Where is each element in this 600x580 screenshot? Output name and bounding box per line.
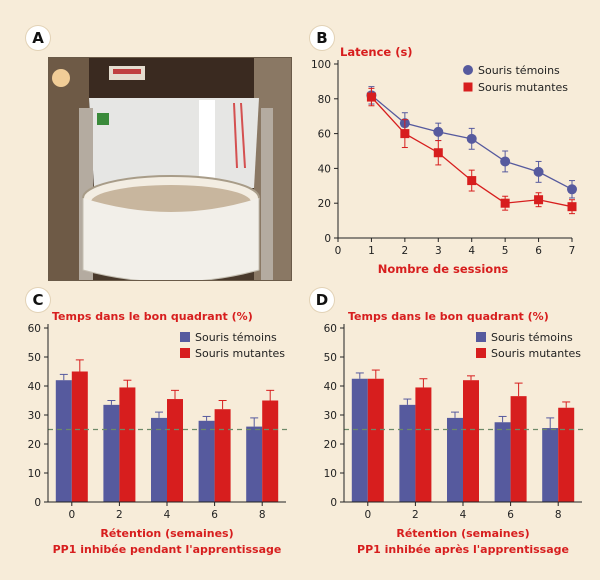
chart-b-legend-marker-mutant [463, 82, 473, 92]
chart-b-point-mutant [500, 198, 510, 208]
chart-c-y-tick-label: 40 [28, 381, 41, 393]
chart-b-title: Latence (s) [340, 45, 413, 59]
chart-d-bar-control [399, 404, 416, 502]
chart-c-x-label: Rétention (semaines) [100, 527, 233, 540]
chart-c-x-tick-label: 4 [164, 509, 171, 521]
chart-c-y-tick-label: 30 [28, 410, 41, 422]
chart-b-x-tick-label: 1 [368, 245, 375, 257]
chart-d-bar-control [494, 422, 511, 502]
chart-c-y-tick-label: 20 [28, 439, 41, 451]
chart-d-legend-marker-control [476, 332, 486, 342]
chart-d-y-tick-label: 0 [330, 497, 337, 509]
chart-d-bar-control [351, 378, 368, 502]
chart-d-bar-mutant [510, 396, 527, 502]
panel-d-letter: D [310, 288, 334, 312]
chart-b-legend-label-mutant: Souris mutantes [478, 81, 568, 94]
chart-d-bar-mutant [415, 387, 432, 502]
chart-c-y-tick-label: 10 [28, 468, 41, 480]
chart-b-x-tick-label: 0 [335, 245, 342, 257]
water-maze-illustration [49, 58, 291, 280]
panel-b-letter: B [310, 26, 334, 50]
panel-c-letter: C [26, 288, 50, 312]
chart-b-x-tick-label: 4 [468, 245, 475, 257]
chart-d-y-tick-label: 10 [324, 468, 337, 480]
chart-c-legend-label-control: Souris témoins [195, 331, 277, 344]
chart-b-x-label: Nombre de sessions [378, 262, 509, 276]
chart-b-point-mutant [467, 176, 477, 186]
chart-c-title: Temps dans le bon quadrant (%) [52, 310, 253, 323]
chart-d-y-tick-label: 50 [324, 352, 337, 364]
chart-c-bar-control [55, 380, 72, 502]
chart-d-x-tick-label: 6 [507, 509, 514, 521]
chart-b-point-mutant [433, 148, 443, 158]
chart-c-bar-control [198, 420, 215, 502]
chart-d-bar-mutant [367, 378, 384, 502]
chart-b-x-tick-label: 6 [535, 245, 542, 257]
chart-c-legend-label-mutant: Souris mutantes [195, 347, 285, 360]
chart-b-point-control [500, 156, 511, 167]
chart-c-legend-marker-mutant [180, 348, 190, 358]
chart-c-bar-control [151, 417, 167, 502]
chart-d-bar-mutant [558, 407, 575, 502]
chart-d-bar-mutant [463, 380, 479, 502]
chart-d-bar-control [542, 428, 559, 502]
chart-b-x-tick-label: 2 [402, 245, 409, 257]
chart-c-y-tick-label: 0 [34, 497, 41, 509]
chart-b-point-mutant [567, 202, 577, 212]
chart-b-point-control [466, 133, 477, 144]
chart-c-x-tick-label: 2 [116, 509, 123, 521]
chart-d-subtitle: PP1 inhibée après l'apprentissage [357, 543, 569, 556]
chart-c-legend-marker-control [180, 332, 190, 342]
chart-c-bar-mutant [119, 387, 136, 502]
chart-c-bar-mutant [167, 399, 183, 502]
chart-c-x-tick-label: 8 [259, 509, 266, 521]
panel-a-letter: A [26, 26, 50, 50]
chart-b-legend-marker-control [463, 65, 473, 75]
chart-c-bar-mutant [262, 400, 279, 502]
chart-d-legend-marker-mutant [476, 348, 486, 358]
chart-c-subtitle: PP1 inhibée pendant l'apprentissage [53, 543, 282, 556]
chart-d-legend-label-mutant: Souris mutantes [491, 347, 581, 360]
chart-b-point-control [433, 126, 444, 137]
chart-d-legend-label-control: Souris témoins [491, 331, 573, 344]
chart-b-legend-label-control: Souris témoins [478, 64, 560, 77]
chart-b-y-tick-label: 100 [311, 59, 331, 71]
chart-d-x-tick-label: 8 [555, 509, 562, 521]
chart-b-y-tick-label: 80 [318, 94, 331, 106]
chart-b-x-tick-label: 7 [569, 245, 576, 257]
chart-c-x-tick-label: 0 [68, 509, 75, 521]
chart-b-x-tick-label: 3 [435, 245, 442, 257]
chart-b-y-tick-label: 60 [318, 129, 331, 141]
chart-c-y-tick-label: 50 [28, 352, 41, 364]
chart-d-title: Temps dans le bon quadrant (%) [348, 310, 549, 323]
chart-b-point-mutant [534, 195, 544, 205]
chart-c-bar-mutant [214, 409, 231, 502]
chart-b-point-mutant [366, 92, 376, 102]
chart-b-point-control [533, 166, 544, 177]
chart-b-y-tick-label: 0 [324, 233, 331, 245]
chart-d-x-tick-label: 2 [412, 509, 419, 521]
chart-c-bar-control [246, 426, 263, 502]
chart-b-point-control [567, 184, 577, 195]
water-maze-photo [48, 57, 292, 281]
chart-c-x-tick-label: 6 [211, 509, 218, 521]
chart-d-x-label: Rétention (semaines) [396, 527, 529, 540]
chart-d-x-tick-label: 0 [364, 509, 371, 521]
chart-d-y-tick-label: 40 [324, 381, 337, 393]
chart-d-y-tick-label: 20 [324, 439, 337, 451]
chart-d-y-tick-label: 30 [324, 410, 337, 422]
chart-d-bar-control [447, 417, 463, 502]
chart-d-x-tick-label: 4 [460, 509, 467, 521]
chart-b-y-tick-label: 40 [318, 163, 331, 175]
chart-b-point-mutant [400, 129, 410, 139]
chart-b-x-tick-label: 5 [502, 245, 509, 257]
chart-b-y-tick-label: 20 [318, 198, 331, 210]
chart-c-bar-mutant [71, 371, 88, 502]
chart-d-y-tick-label: 60 [324, 323, 337, 335]
chart-c-y-tick-label: 60 [28, 323, 41, 335]
